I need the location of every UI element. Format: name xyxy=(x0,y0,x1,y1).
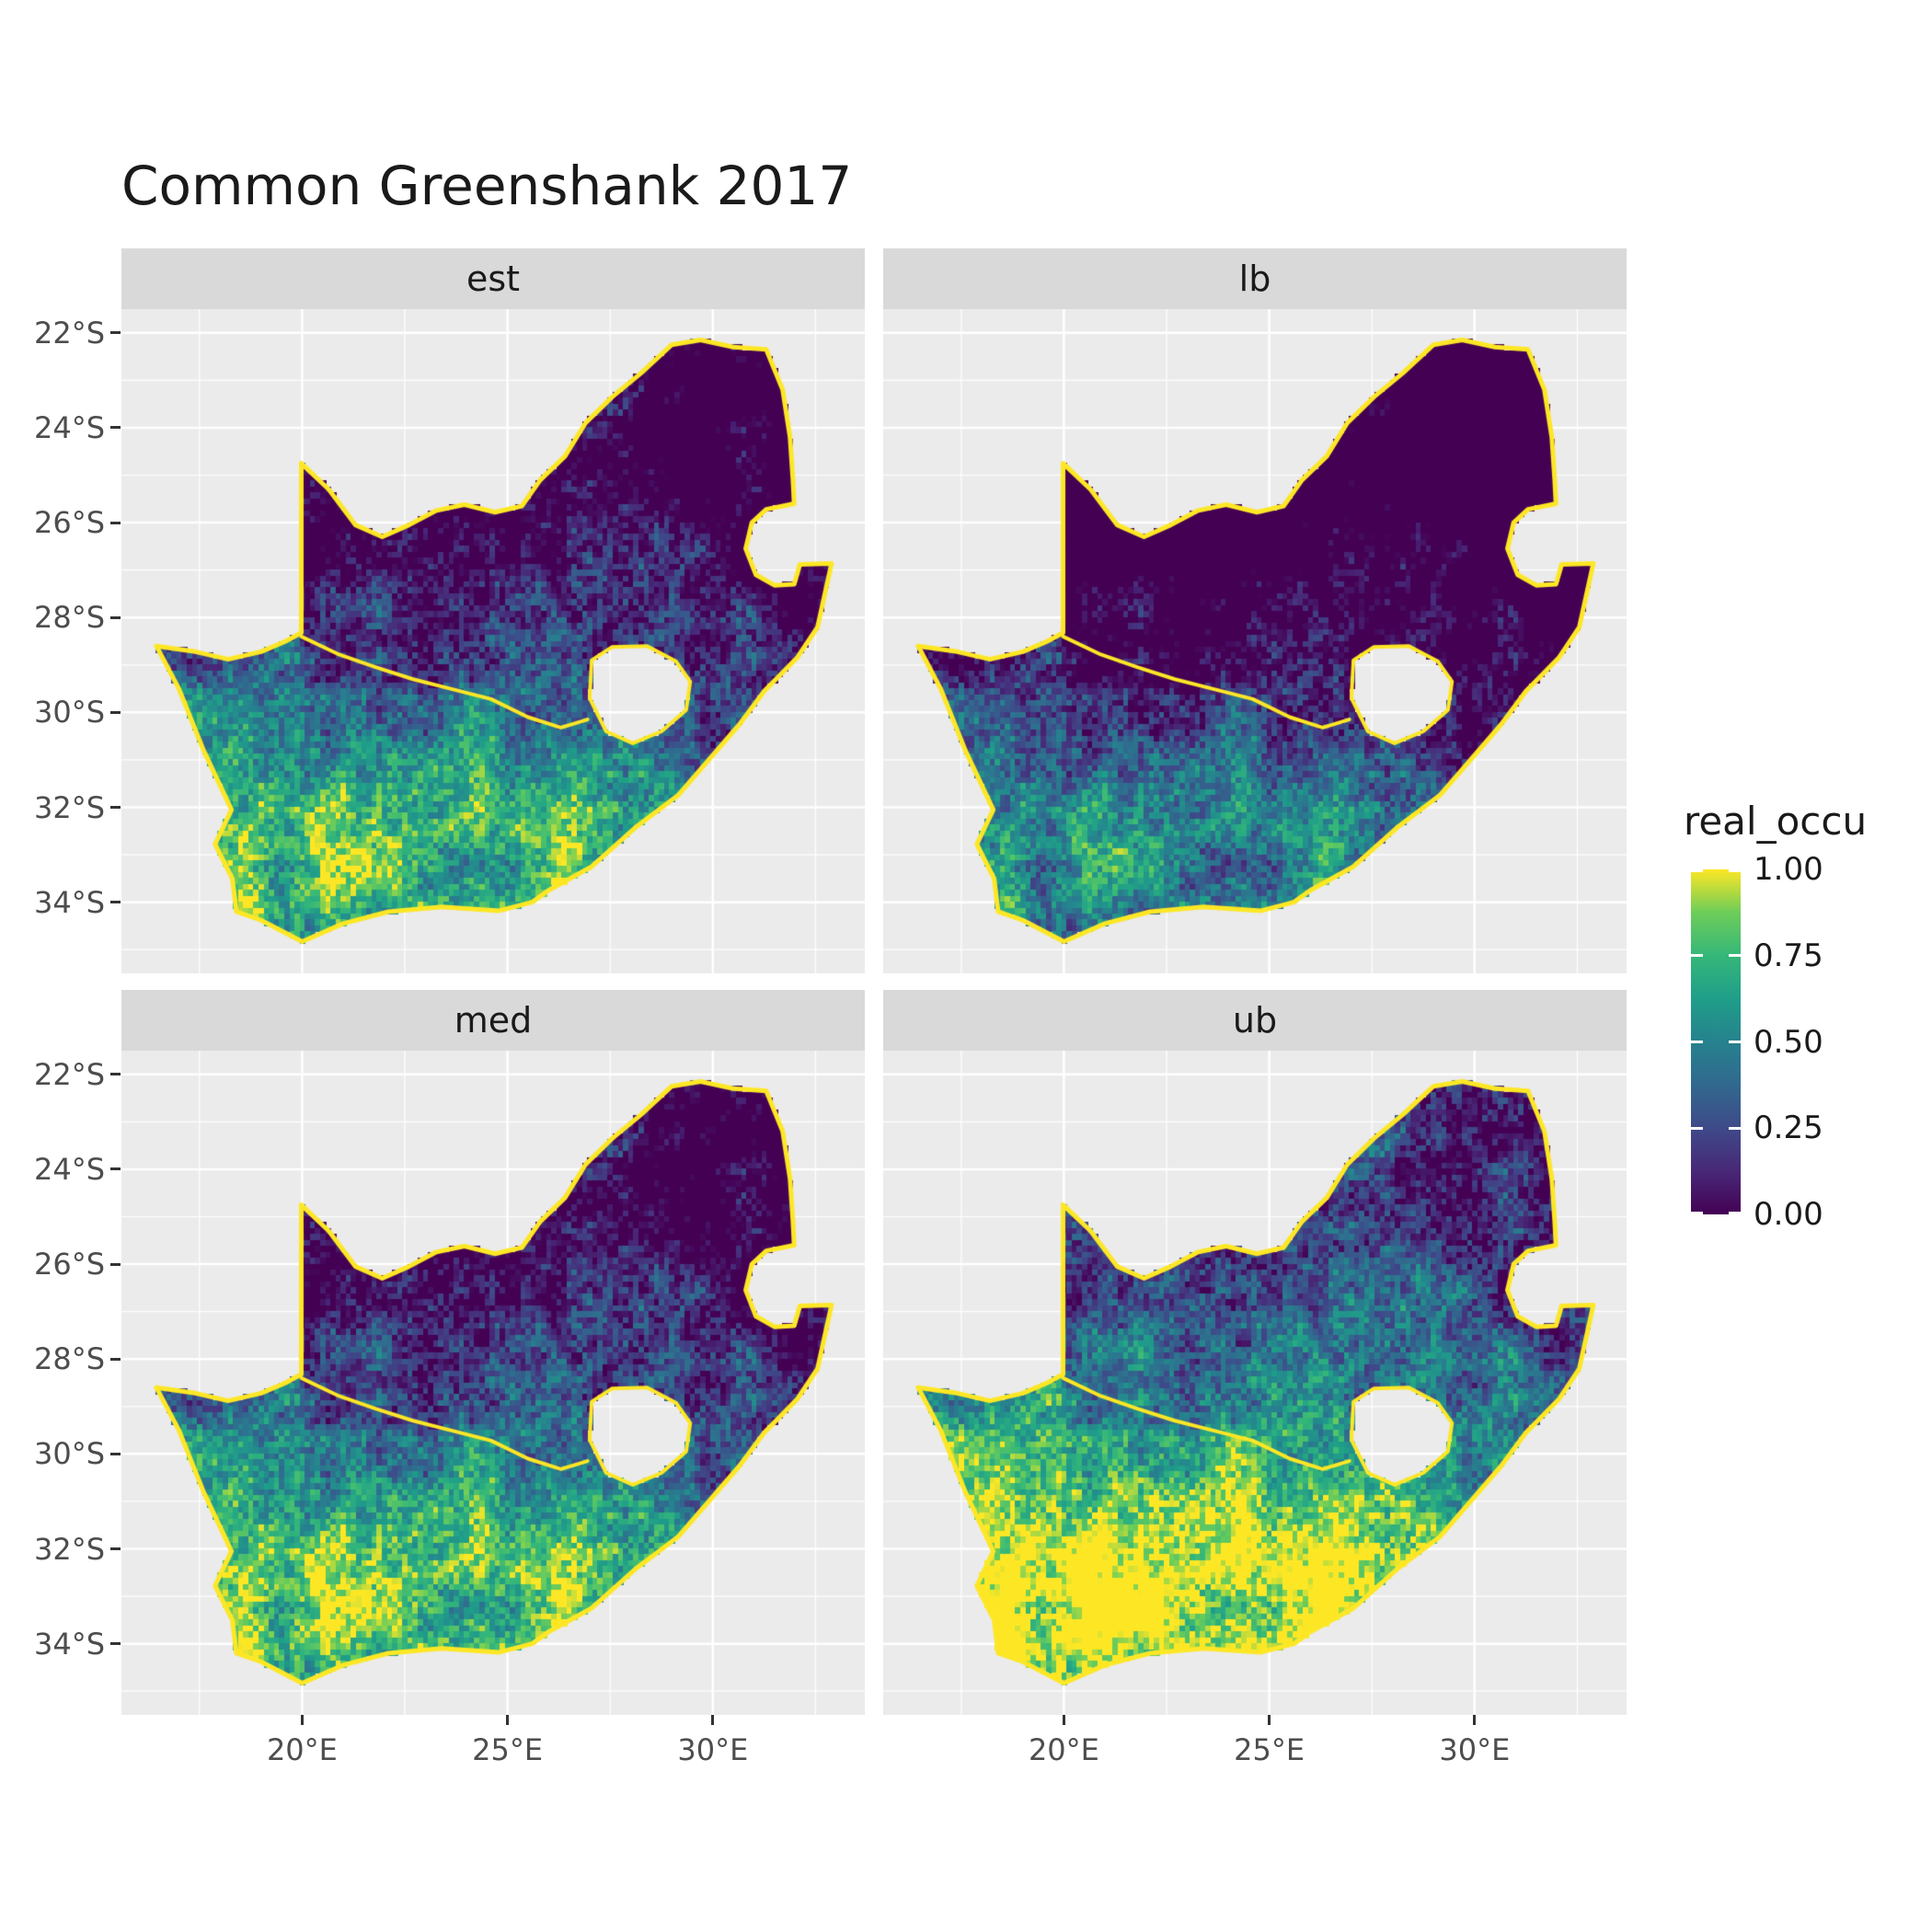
y-axis-tick xyxy=(110,710,121,714)
legend-colorbar-tick xyxy=(1691,1211,1703,1214)
y-axis-tick xyxy=(110,1547,121,1550)
x-axis-tick xyxy=(711,1715,715,1725)
legend-colorbar-tick xyxy=(1729,1126,1741,1130)
facet-strip-med: med xyxy=(121,990,865,1051)
map-panel-med xyxy=(121,1051,865,1715)
legend-colorbar-tick xyxy=(1691,1041,1703,1043)
x-axis-tick xyxy=(1268,1715,1271,1725)
facet-strip-est: est xyxy=(121,248,865,309)
x-axis-label: 20°E xyxy=(1028,1732,1099,1767)
map-panel-ub xyxy=(883,1051,1627,1715)
y-axis-label: 32°S xyxy=(33,789,105,825)
plot-title: Common Greenshank 2017 xyxy=(121,155,853,217)
facet-strip-ub: ub xyxy=(883,990,1627,1051)
x-axis-tick xyxy=(300,1715,304,1725)
y-axis-tick xyxy=(110,331,121,335)
x-axis-tick xyxy=(1473,1715,1477,1725)
legend-colorbar-tick xyxy=(1729,1041,1741,1043)
y-axis-tick xyxy=(110,1357,121,1361)
x-axis-label: 25°E xyxy=(1234,1732,1305,1767)
y-axis-label: 26°S xyxy=(33,1247,105,1282)
legend-colorbar-tick xyxy=(1729,1211,1741,1214)
x-axis-tick xyxy=(506,1715,510,1725)
x-axis-label: 30°E xyxy=(677,1732,749,1767)
map-panel-lb xyxy=(883,309,1627,973)
x-axis-label: 30°E xyxy=(1439,1732,1511,1767)
y-axis-tick xyxy=(110,1452,121,1455)
facet-label-lb: lb xyxy=(1238,259,1271,299)
legend-colorbar-tick xyxy=(1691,1126,1703,1130)
legend-colorbar-tick xyxy=(1691,868,1703,872)
y-axis-label: 22°S xyxy=(33,1056,105,1092)
x-axis-label: 20°E xyxy=(266,1732,338,1767)
y-axis-label: 34°S xyxy=(33,1626,105,1662)
y-axis-tick xyxy=(110,1642,121,1646)
y-axis-tick xyxy=(110,426,121,430)
y-axis-tick xyxy=(110,1262,121,1266)
y-axis-tick xyxy=(110,806,121,809)
x-axis-tick xyxy=(1062,1715,1065,1725)
legend-tick-label: 0.00 xyxy=(1754,1196,1823,1233)
facet-label-med: med xyxy=(454,1000,533,1041)
y-axis-label: 28°S xyxy=(33,1341,105,1377)
y-axis-label: 30°S xyxy=(33,695,105,730)
legend-tick-label: 0.25 xyxy=(1754,1110,1823,1147)
y-axis-label: 28°S xyxy=(33,600,105,636)
y-axis-label: 30°S xyxy=(33,1436,105,1472)
legend-tick-label: 0.75 xyxy=(1754,937,1823,974)
y-axis-tick xyxy=(110,615,121,619)
legend-title: real_occu xyxy=(1684,799,1868,844)
legend-colorbar-tick xyxy=(1729,868,1741,872)
legend-colorbar-tick xyxy=(1691,954,1703,958)
x-axis-label: 25°E xyxy=(472,1732,544,1767)
y-axis-label: 24°S xyxy=(33,1151,105,1187)
map-panel-est xyxy=(121,309,865,973)
y-axis-tick xyxy=(110,1167,121,1171)
facet-label-ub: ub xyxy=(1232,1000,1278,1041)
legend-tick-label: 0.50 xyxy=(1754,1023,1823,1061)
facet-label-est: est xyxy=(466,259,521,299)
y-axis-tick xyxy=(110,521,121,524)
y-axis-label: 22°S xyxy=(33,315,105,351)
y-axis-label: 32°S xyxy=(33,1531,105,1567)
y-axis-label: 24°S xyxy=(33,409,105,445)
y-axis-tick xyxy=(110,901,121,904)
legend-colorbar-tick xyxy=(1729,954,1741,958)
y-axis-label: 26°S xyxy=(33,505,105,541)
legend-tick-label: 1.00 xyxy=(1754,851,1823,888)
y-axis-tick xyxy=(110,1073,121,1076)
y-axis-label: 34°S xyxy=(33,884,105,920)
facet-strip-lb: lb xyxy=(883,248,1627,309)
